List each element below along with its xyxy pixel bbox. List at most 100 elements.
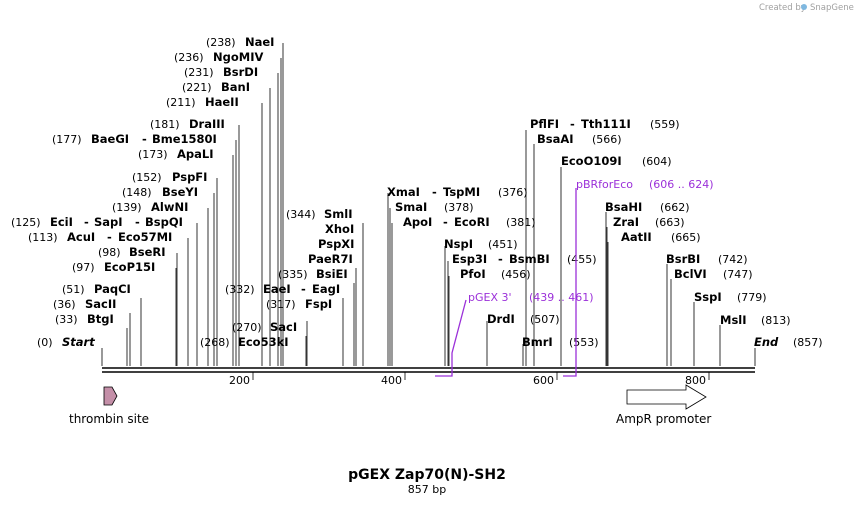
site-name: BsrBI bbox=[666, 252, 700, 266]
site-position: (553) bbox=[569, 336, 599, 349]
site-name: AlwNI bbox=[151, 200, 188, 214]
site-position: (33) bbox=[55, 313, 78, 326]
site-dash: - bbox=[301, 282, 306, 296]
site-name: EagI bbox=[312, 282, 340, 296]
ruler: 200 400 600 800 bbox=[229, 372, 710, 387]
tick-label: 200 bbox=[229, 374, 250, 387]
site-name: BanI bbox=[221, 80, 250, 94]
tick-label: 800 bbox=[685, 374, 706, 387]
site-name: PspFI bbox=[172, 170, 207, 184]
site-name: SmlI bbox=[324, 207, 353, 221]
site-position: (238) bbox=[206, 36, 236, 49]
feature-ampr-promoter[interactable]: AmpR promoter bbox=[616, 384, 711, 426]
site-name: PaqCI bbox=[94, 282, 131, 296]
site-dash: - bbox=[498, 252, 503, 266]
site-name: BsrDI bbox=[223, 65, 258, 79]
site-name: EcoRI bbox=[454, 215, 490, 229]
site-name: BmrI bbox=[522, 335, 553, 349]
site-name: AcuI bbox=[67, 230, 95, 244]
site-name: DrdI bbox=[487, 312, 515, 326]
site-labels-left: (238) NaeI (236) NgoMIV (231) BsrDI (221… bbox=[11, 35, 274, 326]
site-name: SmaI bbox=[395, 200, 427, 214]
site-dash: - bbox=[84, 215, 89, 229]
site-name: EciI bbox=[50, 215, 73, 229]
feature-arrow-icon bbox=[103, 386, 118, 406]
site-name: AatII bbox=[621, 230, 652, 244]
site-position: (181) bbox=[150, 118, 180, 131]
primer-name: pBRforEco bbox=[576, 178, 633, 191]
site-name: NspI bbox=[444, 237, 473, 251]
feature-thrombin-site[interactable]: thrombin site bbox=[69, 386, 149, 426]
site-name: XmaI bbox=[387, 185, 420, 199]
site-name: BsaHI bbox=[605, 200, 642, 214]
site-labels-right: PflFI - Tth111I (559) BsaAI (566) EcoO10… bbox=[530, 117, 791, 327]
primer-name: pGEX 3' bbox=[468, 291, 512, 304]
site-name: BaeGI bbox=[91, 132, 129, 146]
tick-label: 600 bbox=[533, 374, 554, 387]
site-position: (451) bbox=[488, 238, 518, 251]
primer-pbrforeco[interactable]: pBRforEco (606 .. 624) bbox=[563, 178, 714, 377]
site-position: (662) bbox=[660, 201, 690, 214]
site-position: (97) bbox=[72, 261, 95, 274]
site-name: TspMI bbox=[443, 185, 480, 199]
site-name: PaeR7I bbox=[308, 252, 353, 266]
feature-label: AmpR promoter bbox=[616, 412, 711, 426]
start-position: (0) bbox=[37, 336, 53, 349]
site-dash: - bbox=[107, 230, 112, 244]
site-name: NaeI bbox=[245, 35, 274, 49]
site-name: EcoO109I bbox=[561, 154, 622, 168]
site-name: BseRI bbox=[129, 245, 166, 259]
site-name: HaeII bbox=[205, 95, 239, 109]
site-name: NgoMIV bbox=[213, 50, 263, 64]
site-name: Tth111I bbox=[581, 117, 631, 131]
site-position: (604) bbox=[642, 155, 672, 168]
site-name: BsaAI bbox=[537, 132, 574, 146]
credit-created-by: Created by bbox=[759, 3, 806, 13]
site-position: (559) bbox=[650, 118, 680, 131]
site-position: (211) bbox=[166, 96, 196, 109]
site-name: XhoI bbox=[325, 222, 354, 236]
site-position: (152) bbox=[132, 171, 162, 184]
site-name: BtgI bbox=[87, 312, 114, 326]
site-position: (36) bbox=[53, 298, 76, 311]
site-name: FspI bbox=[305, 297, 332, 311]
site-position: (317) bbox=[266, 298, 296, 311]
primer-range: (606 .. 624) bbox=[649, 178, 714, 191]
site-name: SapI bbox=[94, 215, 123, 229]
site-name: MslI bbox=[720, 313, 747, 327]
end-position: (857) bbox=[793, 336, 823, 349]
site-position: (51) bbox=[62, 283, 85, 296]
site-name: Esp3I bbox=[452, 252, 487, 266]
site-position: (268) bbox=[200, 336, 230, 349]
site-position: (332) bbox=[225, 283, 255, 296]
site-position: (236) bbox=[174, 51, 204, 64]
site-position: (125) bbox=[11, 216, 41, 229]
end-label: End bbox=[754, 335, 779, 349]
site-position: (177) bbox=[52, 133, 82, 146]
site-position: (456) bbox=[501, 268, 531, 281]
site-labels-right-middle: XmaI - TspMI (376) SmaI (378) ApoI - Eco… bbox=[387, 185, 599, 349]
map-title: pGEX Zap70(N)-SH2 bbox=[348, 467, 506, 483]
site-name: EcoP15I bbox=[104, 260, 155, 274]
site-name: Bme1580I bbox=[152, 132, 217, 146]
site-position: (742) bbox=[718, 253, 748, 266]
site-dash: - bbox=[432, 185, 437, 199]
site-name: ZraI bbox=[613, 215, 639, 229]
site-name: BsiEI bbox=[316, 267, 348, 281]
site-name: BseYI bbox=[162, 185, 198, 199]
site-position: (173) bbox=[138, 148, 168, 161]
site-name: SspI bbox=[694, 290, 722, 304]
site-position: (566) bbox=[592, 133, 622, 146]
primer-pgex-3[interactable]: pGEX 3' (439 .. 461) bbox=[435, 291, 594, 377]
start-label: Start bbox=[62, 335, 95, 349]
site-name: Eco53kI bbox=[238, 335, 289, 349]
site-position: (270) bbox=[232, 321, 262, 334]
site-position: (221) bbox=[182, 81, 212, 94]
site-name: BspQI bbox=[145, 215, 183, 229]
site-name: DraIII bbox=[189, 117, 225, 131]
feature-arrow-icon bbox=[626, 384, 707, 410]
site-position: (344) bbox=[286, 208, 316, 221]
site-position: (98) bbox=[98, 246, 121, 259]
credit-brand: SnapGene bbox=[810, 3, 854, 13]
